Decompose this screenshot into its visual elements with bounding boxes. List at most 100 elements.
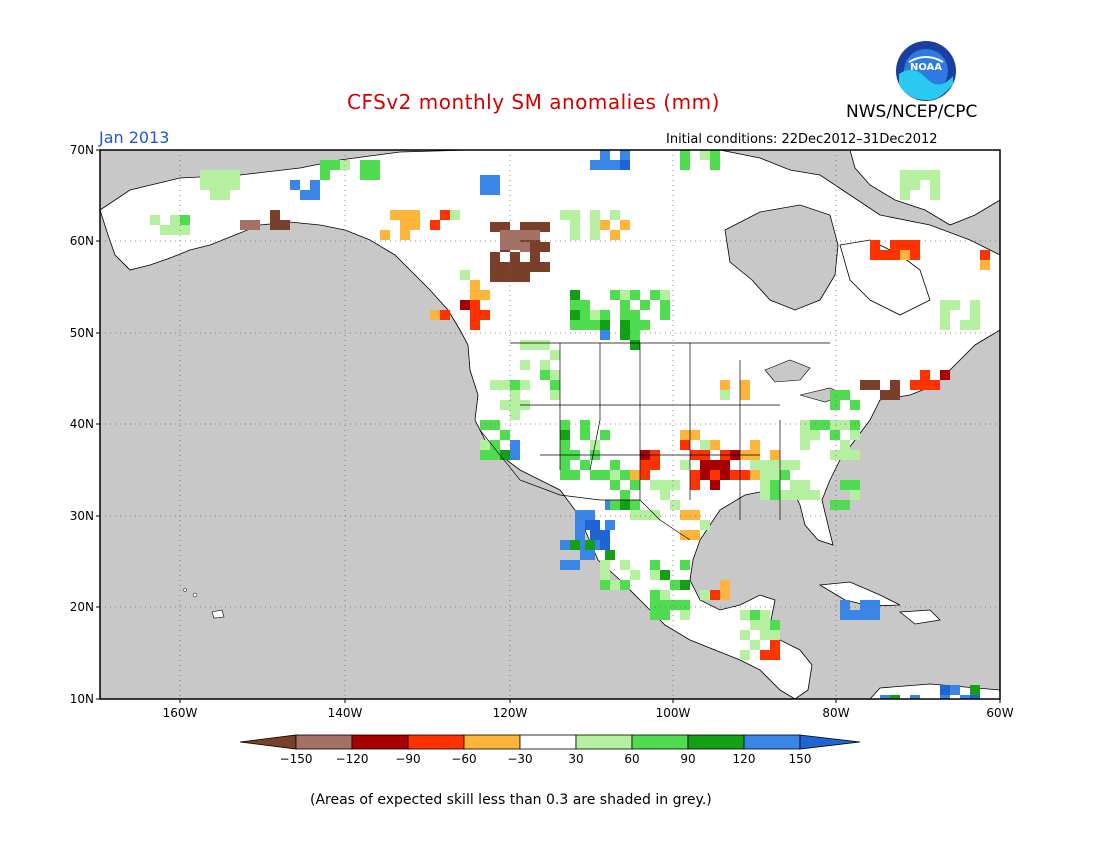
anomaly-cell: [750, 460, 760, 470]
anomaly-cell: [890, 380, 900, 390]
anomaly-cell: [930, 190, 940, 200]
colorbar: [239, 734, 861, 750]
anomaly-cell: [630, 480, 640, 490]
anomaly-cell: [740, 390, 750, 400]
anomaly-cell: [710, 150, 720, 160]
anomaly-cell: [610, 580, 620, 590]
anomaly-cell: [600, 430, 610, 440]
anomaly-cell: [500, 272, 510, 282]
anomaly-cell: [880, 390, 890, 400]
anomaly-cell: [690, 430, 700, 440]
anomaly-cell: [710, 440, 720, 450]
anomaly-cell: [510, 390, 520, 400]
anomaly-cell: [230, 170, 240, 180]
anomaly-cell: [470, 290, 480, 300]
anomaly-cell: [620, 300, 630, 310]
anomaly-cell: [600, 160, 610, 170]
anomaly-cell: [500, 430, 510, 440]
anomaly-cell: [550, 370, 560, 380]
anomaly-cell: [630, 340, 640, 350]
political-borders: [479, 342, 830, 541]
anomaly-cell: [490, 222, 500, 232]
lat-label: 50N: [69, 326, 94, 340]
anomaly-cell: [460, 270, 470, 280]
lon-label: 120W: [492, 706, 528, 720]
anomaly-cell: [840, 600, 850, 610]
anomaly-cell: [200, 180, 210, 190]
anomaly-cell: [870, 600, 880, 610]
anomaly-cell: [750, 640, 760, 650]
anomaly-cell: [680, 430, 690, 440]
anomaly-cell: [750, 470, 760, 480]
anomaly-cell: [920, 380, 930, 390]
anomaly-cell: [620, 310, 630, 320]
lon-label: 140W: [327, 706, 363, 720]
anomaly-cell: [760, 460, 770, 470]
anomaly-cell: [510, 380, 520, 390]
anomaly-cell: [970, 695, 980, 699]
anomaly-cell: [600, 530, 610, 540]
anomaly-cell: [870, 610, 880, 620]
anomaly-cell: [600, 580, 610, 590]
anomaly-cell: [600, 540, 610, 550]
anomaly-cell: [960, 320, 970, 330]
anomaly-cell: [480, 185, 490, 195]
anomaly-cell: [500, 240, 510, 250]
anomaly-cell: [520, 222, 530, 232]
anomaly-cell: [800, 440, 810, 450]
colorbar-bin: [519, 734, 577, 750]
anomaly-cell: [600, 220, 610, 230]
anomaly-cell: [700, 520, 710, 530]
anomaly-cell: [760, 610, 770, 620]
anomaly-cell: [960, 695, 970, 699]
anomaly-cell: [790, 490, 800, 500]
anomaly-cell: [670, 480, 680, 490]
anomaly-cell: [760, 480, 770, 490]
anomaly-cell: [920, 170, 930, 180]
anomaly-cell: [600, 150, 610, 160]
anomaly-cell: [500, 262, 510, 272]
anomaly-cell: [720, 590, 730, 600]
anomaly-cell: [590, 160, 600, 170]
anomaly-cell: [760, 470, 770, 480]
anomaly-cell: [650, 590, 660, 600]
anomaly-cell: [160, 225, 170, 235]
anomaly-cell: [690, 530, 700, 540]
anomaly-cell: [470, 310, 480, 320]
anomaly-cell: [830, 430, 840, 440]
anomaly-cell: [220, 180, 230, 190]
anomaly-cell: [490, 252, 500, 262]
anomaly-cell: [560, 540, 570, 550]
anomaly-cell: [510, 450, 520, 460]
anomaly-cell: [850, 490, 860, 500]
anomaly-cell: [520, 340, 530, 350]
anomaly-cell: [370, 160, 380, 170]
anomaly-cell: [440, 310, 450, 320]
anomaly-cell: [510, 230, 520, 240]
anomaly-cell: [610, 460, 620, 470]
anomaly-cell: [710, 470, 720, 480]
anomaly-cell: [490, 420, 500, 430]
anomaly-cell: [720, 580, 730, 590]
anomaly-cell: [650, 570, 660, 580]
colorbar-label: 90: [680, 752, 696, 766]
colorbar-label: 120: [732, 752, 756, 766]
colorbar-bin: [575, 734, 633, 750]
anomaly-cell: [575, 520, 585, 530]
noaa-logo-text: NOAA: [910, 62, 942, 73]
anomaly-cell: [500, 222, 510, 232]
colorbar-label: 150: [788, 752, 812, 766]
anomaly-cell: [510, 400, 520, 410]
anomaly-cell: [850, 450, 860, 460]
anomaly-cell: [940, 310, 950, 320]
anomaly-cell: [540, 370, 550, 380]
anomaly-cell: [590, 220, 600, 230]
anomaly-cell: [810, 430, 820, 440]
anomaly-cell: [620, 490, 630, 500]
colorbar-bin: [295, 734, 353, 750]
anomaly-cell: [210, 180, 220, 190]
colorbar-label: −120: [335, 752, 369, 766]
anomaly-cell: [580, 310, 590, 320]
anomaly-cell: [530, 262, 540, 272]
anomaly-cell: [640, 300, 650, 310]
